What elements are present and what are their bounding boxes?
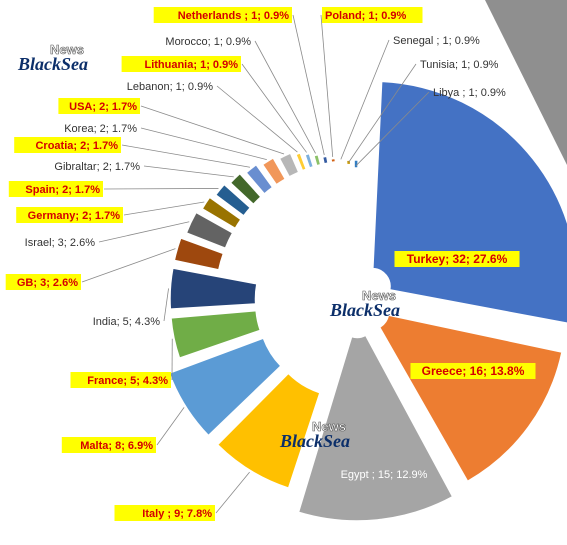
watermark-news: News [362, 288, 396, 303]
leader-line-israel [98, 221, 190, 243]
slice-india [169, 267, 258, 310]
leader-lines [81, 14, 430, 514]
label-highlight-greece [410, 363, 536, 379]
leader-line-croatia [121, 144, 251, 168]
data-label-spain: Spain; 2; 1.7% [25, 184, 100, 196]
slice-croatia [245, 164, 274, 195]
data-label-libya: Libya ; 1; 0.9% [433, 87, 506, 99]
slice-france [170, 310, 261, 359]
leader-line-lebanon [216, 85, 298, 153]
data-label-netherlands: Netherlands ; 1; 0.9% [178, 10, 289, 22]
slice-spain [215, 184, 251, 217]
data-label-lithuania: Lithuania; 1; 0.9% [144, 59, 238, 71]
data-label-lebanon: Lebanon; 1; 0.9% [127, 81, 213, 93]
data-label-morocco: Morocco; 1; 0.9% [165, 36, 251, 48]
data-label-egypt: Egypt ; 15; 12.9% [341, 469, 428, 481]
data-label-india: India; 5; 4.3% [93, 316, 160, 328]
leader-line-gibraltar [143, 165, 234, 178]
slice-greece [379, 314, 563, 482]
data-label-tunisia: Tunisia; 1; 0.9% [420, 59, 499, 71]
label-highlight-malta [61, 437, 156, 453]
slice-gb [173, 237, 224, 271]
label-highlight-italy [114, 505, 215, 521]
leader-line-italy [215, 471, 250, 514]
leader-line-morocco [254, 40, 316, 154]
slice-gibraltar [230, 173, 262, 205]
watermark-brand: BlackSea [17, 54, 88, 74]
data-label-senegal: Senegal ; 1; 0.9% [393, 35, 480, 47]
leader-line-gb [81, 248, 176, 283]
data-label-gibraltar: Gibraltar; 2; 1.7% [54, 161, 140, 173]
slice-libya [353, 159, 359, 169]
leader-line-usa [140, 105, 285, 155]
watermark-news: News [50, 42, 84, 57]
watermark-brand: BlackSea [329, 300, 400, 320]
corner-shade [485, 0, 567, 165]
label-highlight-usa [58, 98, 140, 114]
label-highlight-gb [5, 274, 82, 290]
leader-line-spain [103, 188, 219, 190]
leader-line-tunisia [348, 63, 417, 163]
leader-line-germany [123, 201, 205, 216]
label-highlight-lithuania [121, 56, 241, 72]
label-highlight-spain [8, 181, 103, 197]
leader-line-malta [156, 407, 185, 446]
data-label-turkey: Turkey; 32; 27.6% [407, 252, 508, 266]
slice-turkey [372, 81, 567, 324]
slice-egypt [298, 334, 454, 522]
slice-korea [262, 157, 286, 186]
background [485, 0, 567, 165]
slice-poland [330, 158, 336, 163]
leader-line-netherlands [292, 14, 325, 156]
data-labels: Turkey; 32; 27.6% Greece; 16; 13.8% Egypt … [5, 7, 536, 521]
slice-italy [217, 372, 321, 489]
label-highlight-croatia [14, 137, 122, 153]
slice-morocco [313, 154, 322, 167]
slice-netherlands [322, 155, 329, 165]
slice-lithuania [304, 153, 314, 169]
data-label-israel: Israel; 3; 2.6% [25, 237, 96, 249]
data-label-gb: GB; 3; 2.6% [17, 277, 78, 289]
leader-line-lithuania [241, 63, 307, 153]
data-label-malta: Malta; 8; 6.9% [80, 440, 153, 452]
leader-line-poland [320, 14, 334, 157]
leader-line-senegal [340, 39, 390, 160]
label-highlight-netherlands [153, 7, 292, 23]
data-label-italy: Italy ; 9; 7.8% [142, 508, 212, 520]
data-label-croatia: Croatia; 2; 1.7% [35, 140, 118, 152]
slice-senegal [338, 160, 344, 163]
data-label-korea: Korea; 2; 1.7% [64, 123, 137, 135]
data-label-greece: Greece; 16; 13.8% [422, 364, 525, 378]
label-highlight-france [70, 372, 171, 388]
label-highlight-turkey [394, 251, 520, 267]
watermark-brand: BlackSea [279, 431, 350, 451]
slice-israel [185, 211, 234, 249]
leader-line-libya [355, 91, 430, 166]
slice-lebanon [295, 152, 307, 172]
data-label-usa: USA; 2; 1.7% [69, 101, 137, 113]
data-label-poland: Poland; 1; 0.9% [325, 10, 407, 22]
leader-line-korea [140, 127, 267, 160]
watermark-news: News [312, 419, 346, 434]
data-label-france: France; 5; 4.3% [87, 375, 168, 387]
label-highlight-germany [16, 207, 124, 223]
slice-germany [201, 196, 242, 229]
label-highlight-poland [322, 7, 423, 23]
leader-line-india [163, 288, 169, 322]
slice-usa [278, 152, 300, 178]
data-label-germany: Germany; 2; 1.7% [28, 210, 121, 222]
